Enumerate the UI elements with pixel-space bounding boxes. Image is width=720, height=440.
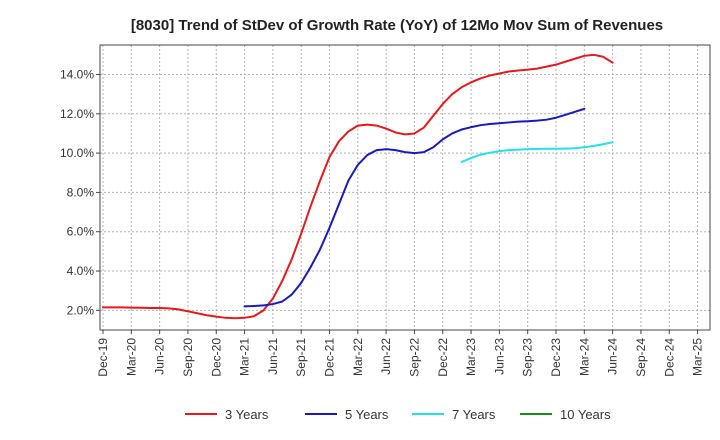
x-tick-label: Mar-22 — [351, 338, 365, 376]
x-tick-label: Sep-24 — [634, 338, 648, 377]
legend-label: 10 Years — [560, 407, 611, 422]
y-tick-label: 6.0% — [67, 225, 95, 239]
y-tick-label: 4.0% — [67, 264, 95, 278]
x-tick-label: Dec-24 — [662, 338, 676, 377]
grid — [100, 45, 710, 330]
series-line-5-years — [243, 107, 586, 308]
series-line-7-years — [460, 141, 614, 163]
series-line-3-years — [102, 53, 614, 320]
legend-label: 5 Years — [345, 407, 389, 422]
x-tick-label: Mar-21 — [238, 338, 252, 376]
x-tick-label: Dec-22 — [436, 338, 450, 377]
x-tick-label: Mar-23 — [464, 338, 478, 376]
legend-label: 3 Years — [225, 407, 269, 422]
series-lines — [102, 53, 614, 320]
y-tick-label: 2.0% — [67, 303, 95, 317]
x-tick-label: Jun-21 — [266, 338, 280, 375]
x-tick-label: Jun-20 — [153, 338, 167, 375]
x-tick-label: Jun-24 — [606, 338, 620, 375]
x-tick-label: Sep-23 — [521, 338, 535, 377]
y-tick-label: 8.0% — [67, 185, 95, 199]
y-tick-label: 12.0% — [60, 107, 94, 121]
x-axis-ticks: Dec-19 Mar-20 Jun-20 Sep-20 Dec-20 Mar-21 Jun-… — [96, 330, 705, 377]
chart-title: [8030] Trend of StDev of Growth Rate (Yo… — [131, 17, 663, 34]
x-tick-label: Jun-22 — [379, 338, 393, 375]
legend: 3 Years 5 Years 7 Years 10 Years — [185, 407, 611, 422]
y-tick-label: 10.0% — [60, 146, 94, 160]
x-tick-label: Mar-24 — [577, 338, 591, 376]
x-tick-label: Sep-20 — [181, 338, 195, 377]
plot-area-frame — [99, 44, 711, 331]
x-tick-label: Sep-21 — [294, 338, 308, 377]
x-tick-label: Sep-22 — [407, 338, 421, 377]
x-tick-label: Dec-23 — [549, 338, 563, 377]
legend-label: 7 Years — [452, 407, 496, 422]
x-tick-label: Mar-20 — [124, 338, 138, 376]
x-tick-label: Dec-21 — [323, 338, 337, 377]
x-tick-label: Mar-25 — [691, 338, 705, 376]
x-tick-label: Dec-19 — [96, 338, 110, 377]
y-axis-ticks: 2.0% 4.0% 6.0% 8.0% 10.0% 12.0% 14.0% — [60, 67, 100, 317]
x-tick-label: Jun-23 — [492, 338, 506, 375]
y-tick-label: 14.0% — [60, 67, 94, 81]
x-tick-label: Dec-20 — [209, 338, 223, 377]
